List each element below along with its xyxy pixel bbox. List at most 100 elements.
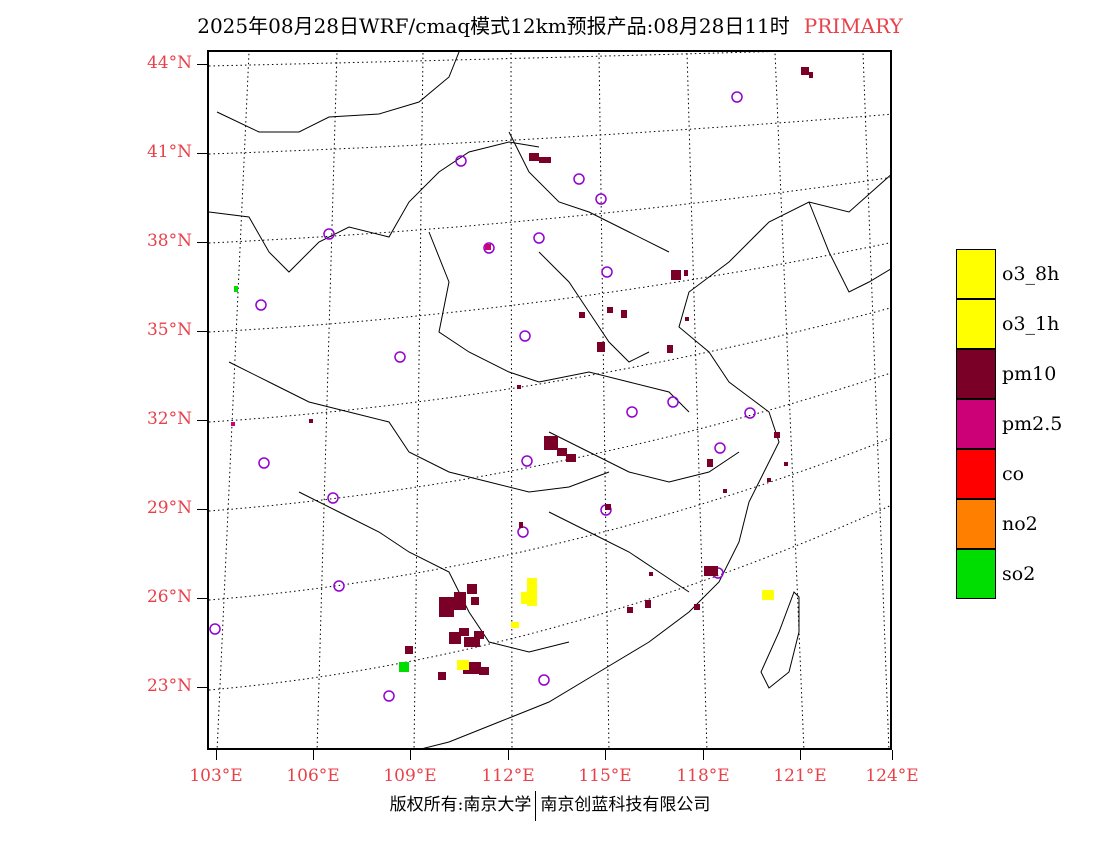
station-marker (521, 455, 533, 467)
inner-boundary-b (298, 491, 570, 653)
station-marker (595, 193, 607, 205)
pm10-cell (519, 522, 523, 528)
station-marker (626, 406, 638, 418)
monitoring-stations (209, 91, 756, 702)
inner-boundary-f (548, 431, 740, 483)
korea-outline (808, 201, 890, 293)
station-marker (533, 232, 545, 244)
parallel-35n (209, 242, 890, 333)
station-marker (601, 266, 613, 278)
legend-swatch (956, 249, 996, 299)
station-marker (455, 155, 467, 167)
station-marker (383, 690, 395, 702)
legend-label: pm2.5 (1002, 413, 1063, 435)
pm10-cell (767, 478, 771, 482)
o3-cell (521, 592, 529, 604)
footer-separator (535, 790, 537, 821)
lon-tick (216, 750, 217, 760)
lon-label: 109°E (383, 766, 437, 786)
northern-border (216, 52, 460, 133)
pm10-cell (474, 631, 484, 639)
station-marker (517, 526, 529, 538)
lat-label: 41°N (146, 142, 192, 162)
lat-tick (197, 64, 207, 65)
legend-swatch (956, 549, 996, 599)
legend-swatch (956, 349, 996, 399)
map-frame (207, 50, 892, 750)
meridian-124e (862, 52, 890, 748)
lat-label: 35°N (146, 320, 192, 340)
coastline (422, 174, 890, 748)
meridian-118e (686, 52, 708, 748)
o3-cell (457, 660, 469, 670)
pm10-cell (607, 307, 613, 313)
legend-label: no2 (1002, 513, 1038, 535)
pm10-cell (621, 310, 627, 318)
meridian-121e (774, 52, 805, 748)
o3-cell (527, 578, 537, 606)
parallel-41n (209, 113, 890, 155)
pm10-cell (467, 584, 477, 594)
so2-cell (234, 286, 238, 292)
lat-label: 23°N (146, 676, 192, 696)
pm10-cell (529, 153, 539, 161)
pm10-cell (685, 317, 689, 321)
pm10-cell (566, 454, 576, 462)
pm10-cell (671, 270, 681, 280)
parallel-32n (209, 307, 890, 423)
station-marker (731, 91, 743, 103)
pm10-cell (597, 342, 605, 352)
pm10-cell (449, 632, 461, 644)
lat-label: 26°N (146, 587, 192, 607)
station-marker (667, 396, 679, 408)
pollution-cells (231, 67, 813, 680)
pm10-cell (405, 646, 413, 654)
lon-tick (703, 750, 704, 760)
pm10-cell (645, 600, 651, 608)
lat-tick (197, 687, 207, 688)
lon-tick (313, 750, 314, 760)
station-marker (483, 242, 495, 254)
legend-label: so2 (1002, 563, 1036, 585)
lon-tick (410, 750, 411, 760)
pm10-cell (479, 667, 489, 675)
legend-swatch (956, 399, 996, 449)
station-marker (744, 407, 756, 419)
pm10-cell (667, 345, 673, 353)
lat-label: 29°N (146, 498, 192, 518)
legend-label: co (1002, 463, 1025, 485)
pm10-cell (704, 566, 718, 576)
lat-tick (197, 598, 207, 599)
lon-tick (892, 750, 893, 760)
station-marker (333, 580, 345, 592)
so2-cell (399, 662, 409, 672)
pm10-cell (605, 504, 611, 510)
station-marker (323, 228, 335, 240)
pm10-cell (539, 157, 551, 163)
legend-swatch (956, 299, 996, 349)
inner-boundary-d (538, 251, 650, 363)
pm10-cell (464, 637, 480, 647)
pm10-cell (579, 312, 585, 318)
inner-boundary-a (228, 361, 610, 493)
inner-boundary-e (508, 131, 670, 253)
lat-tick (197, 153, 207, 154)
legend-swatch (956, 449, 996, 499)
lon-label: 118°E (676, 766, 730, 786)
station-marker (258, 457, 270, 469)
lon-label: 115°E (578, 766, 632, 786)
station-marker (327, 492, 339, 504)
pm10-cell (309, 419, 313, 423)
o3-cell (511, 622, 519, 628)
pm10-cell (707, 459, 713, 467)
pm10-cell (809, 72, 813, 78)
primary-pollutant-tag: PRIMARY (803, 14, 903, 38)
lat-label: 44°N (146, 53, 192, 73)
pm10-cell (684, 270, 688, 276)
pm10-cell (723, 489, 727, 493)
lon-label: 103°E (189, 766, 243, 786)
pm10-cell (439, 597, 454, 617)
meridian-106e (316, 52, 338, 748)
pm10-cell (454, 592, 466, 610)
pm10-cell (557, 448, 567, 456)
